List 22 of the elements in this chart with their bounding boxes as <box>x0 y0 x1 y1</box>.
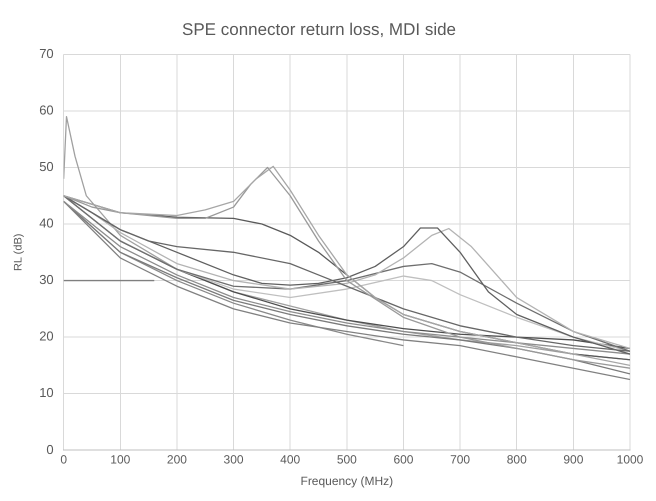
y-tick-label: 20 <box>39 328 54 344</box>
x-tick-label: 200 <box>166 452 188 467</box>
x-tick-label: 500 <box>336 452 358 467</box>
y-axis-title: RL (dB) <box>12 234 25 272</box>
x-tick-label: 1000 <box>616 452 644 467</box>
x-tick-label: 400 <box>280 452 301 467</box>
x-tick-label: 600 <box>393 452 414 467</box>
y-tick-label: 40 <box>39 216 54 231</box>
y-tick-label: 30 <box>39 272 54 288</box>
y-tick-label: 10 <box>39 385 54 400</box>
x-tick-label: 900 <box>563 452 584 467</box>
chart-title: SPE connector return loss, MDI side <box>182 20 456 39</box>
x-tick-label: 300 <box>224 452 244 467</box>
x-tick-label: 0 <box>60 452 68 467</box>
x-tick-label: 100 <box>110 452 131 467</box>
y-tick-label: 60 <box>39 102 54 118</box>
y-tick-label: 0 <box>46 442 54 457</box>
y-tick-label: 50 <box>39 159 54 174</box>
y-tick-label: 70 <box>39 46 54 61</box>
x-tick-label: 800 <box>506 452 528 467</box>
x-axis-title: Frequency (MHz) <box>300 474 394 488</box>
x-tick-label: 700 <box>450 452 470 467</box>
